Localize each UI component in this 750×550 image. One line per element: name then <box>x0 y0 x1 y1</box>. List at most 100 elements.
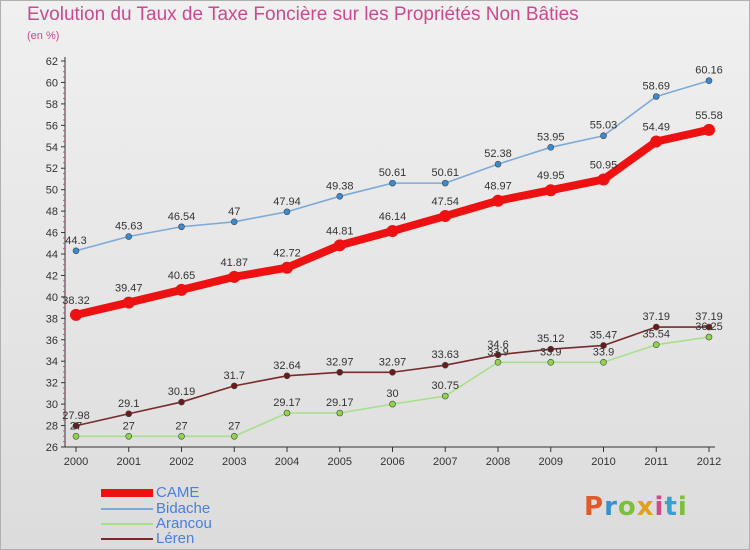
data-labels: 44.3 45.63 46.54 47 47.94 49.38 50.61 50.61 52.3… <box>62 65 723 433</box>
legend-label-leren: Léren <box>156 530 195 547</box>
data-point <box>230 382 238 390</box>
legend-swatch-leren <box>101 538 153 540</box>
data-point <box>492 194 504 207</box>
data-point <box>178 223 185 231</box>
data-label: 36.25 <box>695 321 723 333</box>
data-label: 33.9 <box>540 346 561 358</box>
data-label: 49.95 <box>537 170 565 182</box>
data-label: 33.9 <box>593 346 614 358</box>
y-tick-label: 26 <box>46 442 58 454</box>
legend-label-bidache: Bidache <box>156 500 211 517</box>
series-came <box>70 123 715 321</box>
x-tick-label: 2012 <box>697 456 721 468</box>
data-point <box>386 225 399 238</box>
data-label: 27.98 <box>62 410 90 422</box>
data-label: 55.58 <box>695 110 723 122</box>
series-line <box>75 326 710 427</box>
data-label: 40.65 <box>168 270 196 282</box>
data-label: 39.47 <box>115 283 143 295</box>
data-label: 47 <box>228 206 240 218</box>
y-tick-label: 32 <box>46 378 58 390</box>
legend-swatch-arancou <box>101 523 153 525</box>
data-point <box>283 409 291 417</box>
data-label: 27 <box>123 420 135 432</box>
data-label: 29.1 <box>118 398 139 410</box>
data-label: 32.97 <box>379 356 407 368</box>
x-tick-label: 2000 <box>64 456 88 468</box>
data-label: 42.72 <box>273 248 301 260</box>
x-tick-label: 2009 <box>539 456 563 468</box>
data-label: 60.16 <box>695 65 723 77</box>
y-tick-label: 46 <box>46 228 58 240</box>
data-label: 48.97 <box>484 181 512 193</box>
x-tick-label: 2001 <box>117 456 141 468</box>
data-label: 38.32 <box>62 295 90 307</box>
data-label: 46.14 <box>379 211 407 223</box>
y-tick-label: 34 <box>46 356 58 368</box>
x-tick-label: 2011 <box>644 456 668 468</box>
data-point <box>441 179 449 187</box>
y-tick-label: 42 <box>46 270 58 282</box>
data-point <box>333 239 346 252</box>
y-tick-label: 38 <box>46 313 58 325</box>
data-point <box>547 144 555 151</box>
logo-letter: t <box>664 492 678 522</box>
data-label: 29.17 <box>326 397 354 409</box>
legend-item-bidache: Bidache <box>101 501 210 517</box>
data-point <box>705 323 713 331</box>
data-point <box>72 422 80 430</box>
data-label: 27 <box>228 420 240 432</box>
legend-item-came: CAME <box>101 485 199 501</box>
data-point <box>122 296 135 309</box>
data-label: 46.54 <box>168 211 196 223</box>
y-tick-label: 54 <box>46 142 58 154</box>
data-point <box>547 345 555 353</box>
data-point <box>652 93 660 100</box>
data-point <box>125 233 133 240</box>
y-tick-label: 28 <box>46 421 58 433</box>
y-tick-label: 52 <box>46 163 58 175</box>
data-label: 34.6 <box>487 339 508 351</box>
data-label: 50.61 <box>379 167 407 179</box>
legend-item-arancou: Arancou <box>101 516 212 532</box>
data-point <box>178 432 185 440</box>
data-point <box>600 132 607 140</box>
data-point <box>494 358 502 366</box>
x-tick-label: 2005 <box>328 456 352 468</box>
data-point <box>439 210 452 223</box>
series-layer <box>70 77 715 440</box>
data-point <box>652 323 660 331</box>
legend-swatch-came <box>101 489 153 497</box>
data-label: 30.75 <box>431 380 459 392</box>
x-tick-label: 2004 <box>275 456 299 468</box>
legend-swatch-bidache <box>101 508 153 510</box>
y-tick-label: 58 <box>46 99 58 111</box>
legend-label-arancou: Arancou <box>156 515 212 532</box>
unit-label: (en %) <box>27 30 60 42</box>
data-label: 54.49 <box>642 122 670 134</box>
y-tick-label: 30 <box>46 399 58 411</box>
y-tick-label: 44 <box>46 249 58 261</box>
data-label: 32.97 <box>326 356 354 368</box>
data-point <box>441 361 449 369</box>
x-tick-label: 2003 <box>222 456 246 468</box>
y-tick-label: 56 <box>46 120 58 132</box>
data-label: 32.64 <box>273 360 301 372</box>
proxiti-logo: Proxiti <box>584 492 688 522</box>
data-point <box>600 358 607 366</box>
x-tick-label: 2007 <box>433 456 457 468</box>
x-tick-label: 2002 <box>169 456 193 468</box>
series-arancou <box>72 333 713 440</box>
data-label: 53.95 <box>537 131 565 143</box>
data-point <box>705 77 713 85</box>
logo-letter: P <box>584 492 605 522</box>
data-label: 47.54 <box>431 196 459 208</box>
legend-item-leren: Léren <box>101 531 194 547</box>
data-label: 37.19 <box>695 311 723 323</box>
data-point <box>650 135 663 148</box>
x-tick-label: 2008 <box>486 456 510 468</box>
data-label: 41.87 <box>220 257 248 269</box>
data-label: 49.38 <box>326 180 354 192</box>
